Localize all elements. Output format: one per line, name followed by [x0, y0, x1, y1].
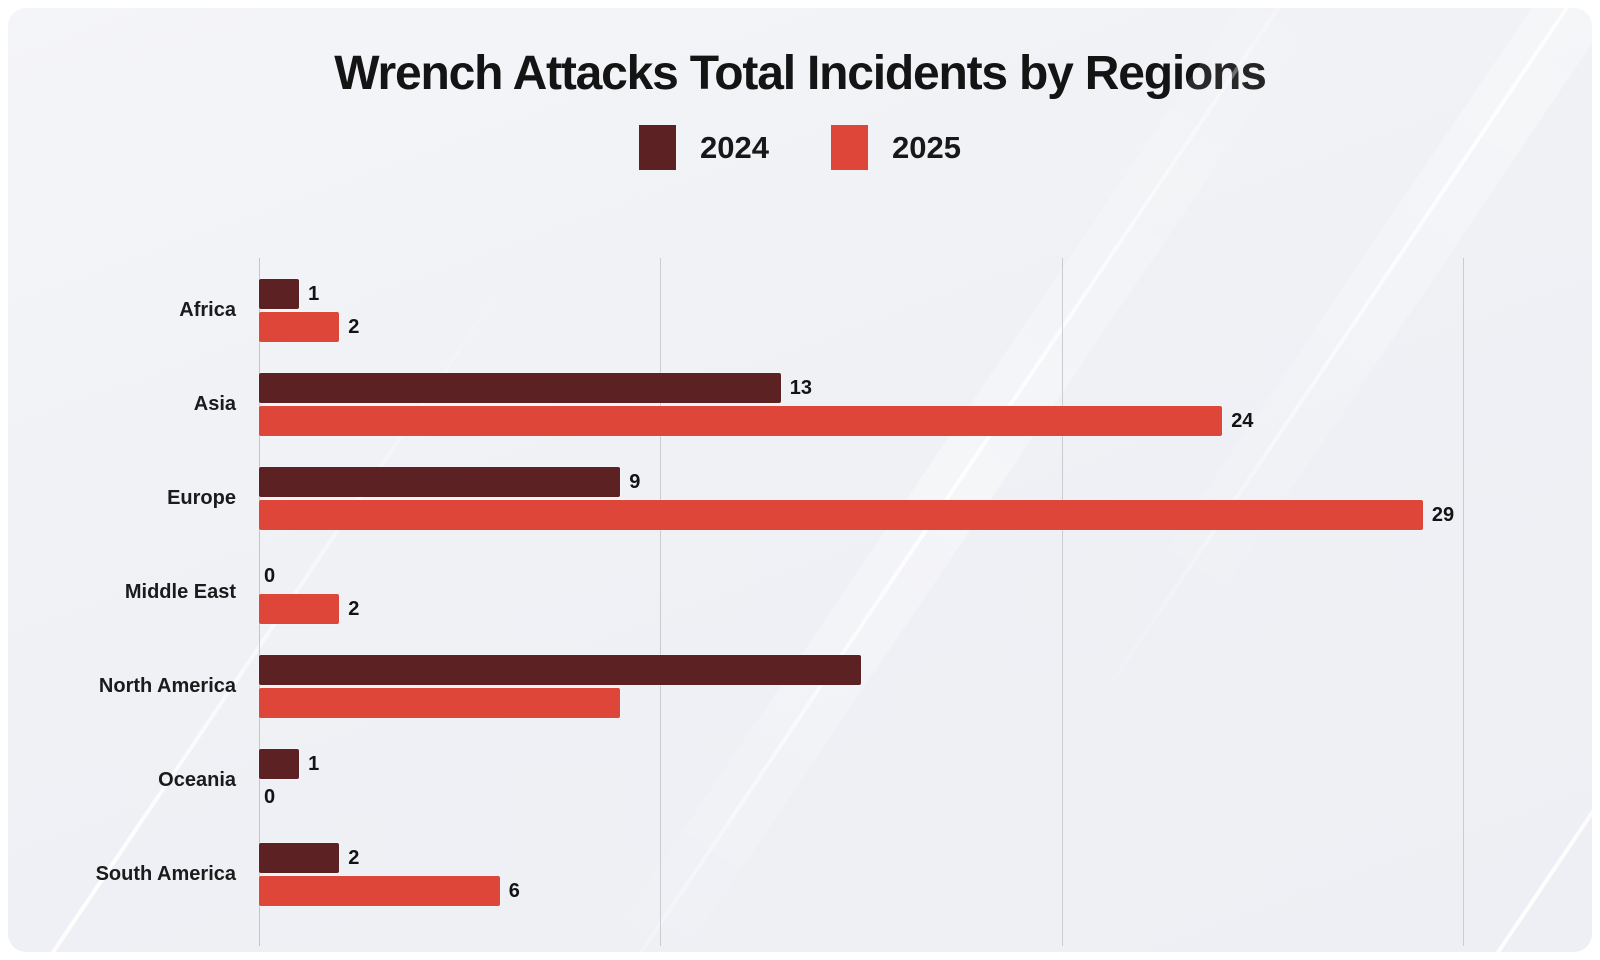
value-label-2024-middle-east: 0	[264, 564, 276, 587]
legend-item-2024: 2024	[639, 125, 769, 170]
category-label-asia: Asia	[193, 392, 236, 415]
bar-line-2024: 1	[259, 278, 1463, 309]
value-label-2025-asia: 24	[1231, 409, 1254, 432]
value-label-2024-south-america: 2	[348, 846, 360, 869]
legend-swatch-2025	[831, 125, 868, 170]
value-label-2024-europe: 9	[629, 470, 641, 493]
bar-rows: 1 2 13 24 9 29 0 2 1 0 2 6	[259, 258, 1463, 921]
infographic-panel: Wrench Attacks Total Incidents by Region…	[8, 8, 1592, 952]
category-label-north-america: North America	[98, 674, 236, 697]
bar-2024-asia	[259, 372, 781, 403]
bar-2024-africa	[259, 278, 300, 309]
value-label-2024-oceania: 1	[308, 752, 320, 775]
value-label-2025-africa: 2	[348, 315, 360, 338]
bar-line-2025: 24	[259, 405, 1463, 436]
bar-2024-europe	[259, 466, 621, 497]
bar-line-2024: 1	[259, 748, 1463, 779]
bar-line-2025: 29	[259, 499, 1463, 530]
bar-line-2025: 6	[259, 875, 1463, 906]
bar-line-2025: 2	[259, 593, 1463, 624]
bar-2025-south-america	[259, 875, 500, 906]
value-label-2025-europe: 29	[1431, 503, 1455, 526]
bar-line-2025: 0	[259, 782, 1463, 812]
bar-line-2024: 2	[259, 842, 1463, 873]
category-label-europe: Europe	[167, 486, 236, 509]
bar-line-2024: 13	[259, 372, 1463, 403]
bar-2024-north-america	[259, 654, 861, 685]
bar-line-2024: 0	[259, 561, 1463, 591]
value-label-2025-oceania: 0	[264, 785, 276, 808]
category-label-south-america: South America	[95, 862, 236, 885]
category-label-oceania: Oceania	[158, 768, 236, 791]
bar-2025-europe	[259, 499, 1423, 530]
value-label-2025-middle-east: 2	[348, 597, 360, 620]
plot-area: 1 2 13 24 9 29 0 2 1 0 2 6	[259, 258, 1464, 946]
value-label-2024-africa: 1	[308, 282, 320, 305]
gridline-10	[660, 258, 662, 946]
bar-2025-north-america	[259, 687, 621, 718]
chart-row-europe: 9 29	[259, 451, 1463, 545]
bar-line-2025: 2	[259, 311, 1463, 342]
bar-2025-asia	[259, 405, 1223, 436]
legend-item-2025: 2025	[831, 125, 961, 170]
chart-legend: 2024 2025	[8, 125, 1592, 170]
bar-line-2024: 9	[259, 466, 1463, 497]
bar-2024-oceania	[259, 748, 300, 779]
category-axis: Africa Asia Europe Middle East North America…	[8, 258, 259, 946]
chart-title: Wrench Attacks Total Incidents by Region…	[334, 47, 1267, 100]
value-label-2025-south-america: 6	[508, 879, 520, 902]
bar-2025-africa	[259, 311, 340, 342]
chart-row-north-america	[259, 639, 1463, 733]
value-label-2024-asia: 13	[789, 376, 812, 399]
legend-label-2024: 2024	[700, 129, 769, 165]
category-label-middle-east: Middle East	[124, 580, 236, 603]
bar-line-2024	[259, 654, 1463, 685]
gridline-20	[1061, 258, 1063, 946]
bar-2024-south-america	[259, 842, 340, 873]
chart-row-asia: 13 24	[259, 357, 1463, 451]
legend-label-2025: 2025	[892, 129, 961, 165]
gridline-30	[1463, 258, 1464, 946]
bar-line-2025	[259, 687, 1463, 718]
bar-chart: Africa Asia Europe Middle East North America…	[8, 258, 1592, 946]
legend-swatch-2024	[639, 125, 677, 170]
bar-2025-middle-east	[259, 593, 340, 624]
category-label-africa: Africa	[179, 298, 236, 321]
